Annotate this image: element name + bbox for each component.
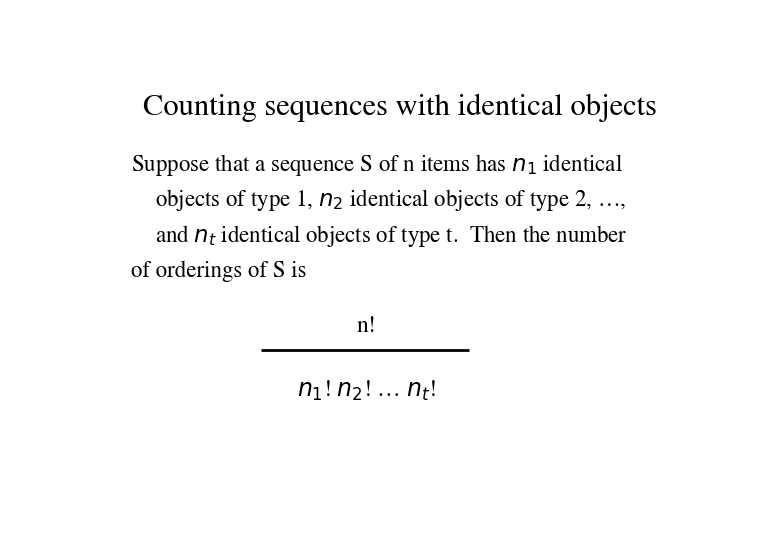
Text: $n_1$! $n_2$! … $n_t$!: $n_1$! $n_2$! … $n_t$!	[297, 379, 436, 403]
Text: and $n_t$ identical objects of type t.  Then the number: and $n_t$ identical objects of type t. T…	[155, 222, 628, 248]
Text: objects of type 1, $n_2$ identical objects of type 2, …,: objects of type 1, $n_2$ identical objec…	[155, 187, 626, 213]
Text: Suppose that a sequence S of n items has $n_1$ identical: Suppose that a sequence S of n items has…	[131, 152, 622, 178]
Text: n!: n!	[356, 316, 376, 337]
Text: of orderings of S is: of orderings of S is	[131, 260, 307, 282]
Text: Counting sequences with identical objects: Counting sequences with identical object…	[143, 94, 657, 122]
